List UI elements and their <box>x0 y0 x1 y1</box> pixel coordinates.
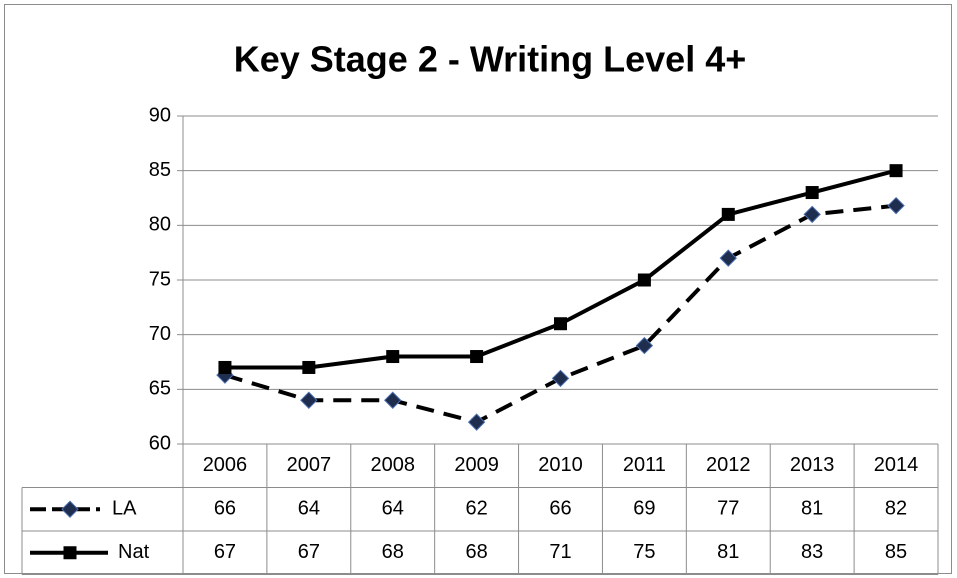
marker <box>384 391 402 409</box>
marker <box>887 196 905 215</box>
data-label: 83 <box>801 541 823 563</box>
data-label: 81 <box>717 541 739 563</box>
data-label: 71 <box>549 541 571 563</box>
y-tick-label: 80 <box>149 214 171 236</box>
x-tick-label: 2007 <box>287 454 332 476</box>
marker <box>554 317 567 331</box>
chart-border <box>4 4 952 574</box>
y-tick-label: 75 <box>149 268 171 290</box>
marker <box>302 360 316 374</box>
x-tick-label: 2013 <box>790 454 835 476</box>
marker <box>467 413 486 431</box>
data-label: 62 <box>465 498 487 520</box>
y-tick-label: 85 <box>149 159 171 181</box>
legend-label: Nat <box>118 541 150 563</box>
marker <box>300 391 318 409</box>
data-label: 77 <box>717 498 739 520</box>
marker <box>218 360 232 374</box>
x-tick-label: 2014 <box>874 454 919 476</box>
data-label: 67 <box>214 541 236 563</box>
chart-title: Key Stage 2 - Writing Level 4+ <box>234 39 747 80</box>
marker <box>386 350 400 364</box>
data-label: 68 <box>465 541 487 563</box>
x-tick-label: 2010 <box>538 454 583 476</box>
legend-label: LA <box>112 498 137 520</box>
y-tick-label: 70 <box>149 323 171 345</box>
marker <box>719 249 737 267</box>
marker <box>805 186 819 200</box>
marker <box>61 500 79 518</box>
data-label: 67 <box>298 541 320 563</box>
x-tick-label: 2012 <box>706 454 751 476</box>
marker <box>889 164 903 178</box>
data-label: 68 <box>382 541 404 563</box>
marker <box>721 207 735 221</box>
data-label: 66 <box>549 498 571 520</box>
x-tick-label: 2006 <box>203 454 248 476</box>
x-tick-label: 2009 <box>454 454 499 476</box>
y-tick-label: 60 <box>149 432 171 454</box>
data-label: 64 <box>298 498 320 520</box>
data-label: 69 <box>633 498 655 520</box>
data-label: 82 <box>885 498 907 520</box>
y-tick-label: 65 <box>149 378 171 400</box>
marker <box>63 546 77 560</box>
data-label: 85 <box>885 541 907 563</box>
y-tick-label: 90 <box>149 104 171 126</box>
marker <box>635 336 654 355</box>
marker <box>637 273 651 287</box>
marker <box>470 350 484 364</box>
marker <box>551 369 570 388</box>
data-label: 64 <box>382 498 404 520</box>
x-tick-label: 2008 <box>370 454 415 476</box>
data-label: 81 <box>801 498 823 520</box>
x-tick-label: 2011 <box>623 454 666 476</box>
data-label: 66 <box>214 498 236 520</box>
data-label: 75 <box>633 541 655 563</box>
marker <box>803 205 821 224</box>
